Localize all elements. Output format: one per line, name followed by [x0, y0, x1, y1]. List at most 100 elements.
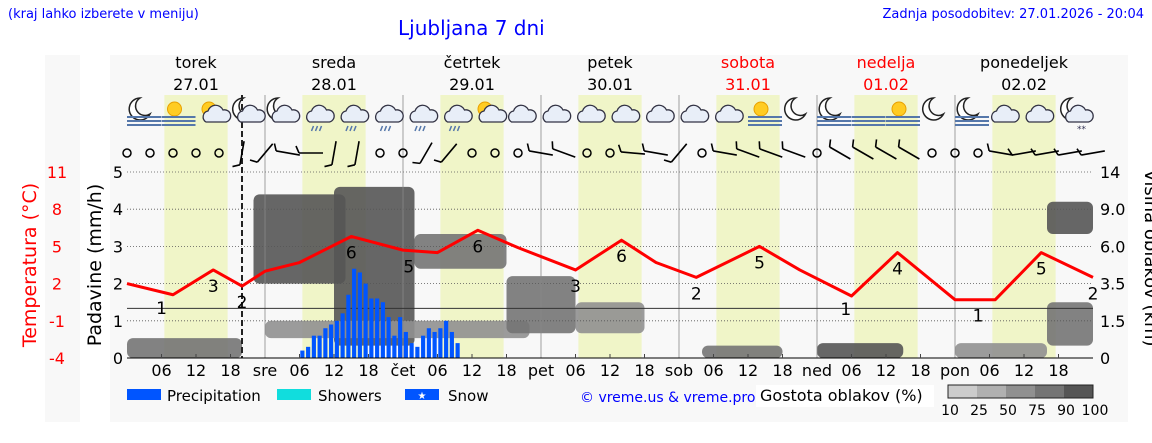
x-tick-hour: 18: [220, 361, 240, 380]
density-swatch: [1064, 385, 1093, 398]
cloud: [1025, 104, 1055, 123]
legend-precip-swatch: [127, 389, 161, 400]
wind-barb-icon: [1053, 148, 1082, 156]
page-title: Ljubljana 7 dni: [398, 16, 545, 40]
moon-icon: [783, 97, 808, 121]
calm-wind-icon: [490, 148, 500, 158]
barb-flag: [232, 164, 241, 168]
precip-bar: [340, 313, 345, 358]
sun-fog-icon: [161, 101, 196, 126]
rain-drop: [379, 125, 384, 132]
precip-tick: 3: [113, 237, 123, 256]
barb-flag: [758, 141, 761, 149]
wind-barb-icon: [551, 141, 576, 158]
rain-drop: [383, 125, 388, 132]
cloud-rain-icon: [409, 104, 439, 132]
barb-flag: [617, 144, 622, 153]
sun: [891, 101, 907, 117]
day-date: 01.02: [863, 75, 909, 94]
wind-barb-icon: [1007, 148, 1036, 156]
wind-barb-icon: [273, 143, 300, 156]
barb-shaft: [331, 141, 337, 165]
precip-tick: 1: [113, 312, 123, 331]
precip-bar: [369, 298, 374, 358]
cloud: [409, 104, 439, 123]
cloud-rain-icon: [340, 104, 370, 132]
precip-bar: [375, 298, 380, 358]
legend-snow-swatch: [405, 389, 439, 400]
cloud-density-patch: [414, 234, 507, 269]
x-tick-hour: 06: [703, 361, 723, 380]
day-name: četrtek: [444, 53, 502, 72]
calm-wind-icon: [191, 148, 201, 158]
wind-barb-icon: [851, 139, 874, 160]
precip-bar: [329, 324, 334, 358]
x-tick-hour: 12: [324, 361, 344, 380]
x-tick-hour: 12: [186, 361, 206, 380]
rain-drop: [422, 125, 426, 132]
x-tick-hour: 12: [876, 361, 896, 380]
legend-showers-label: Showers: [318, 387, 382, 405]
barb-shaft: [1058, 150, 1082, 156]
precip-bar: [444, 320, 449, 358]
barb-shaft: [759, 148, 783, 158]
cloud: [478, 104, 508, 123]
temperature-tick: 5: [52, 237, 62, 256]
calm-wind-icon: [168, 148, 178, 158]
x-tick-hour: 06: [979, 361, 999, 380]
wind-barb-icon: [324, 141, 337, 168]
temperature-label: 5: [1036, 260, 1047, 280]
calm-wind-icon: [950, 148, 960, 158]
precip-bar: [415, 346, 420, 358]
density-swatch: [1035, 385, 1064, 398]
legend-snow-label: Snow: [448, 387, 488, 405]
x-tick-hour: 18: [496, 361, 516, 380]
precip-tick: 2: [113, 275, 123, 294]
cloud: [611, 104, 641, 123]
copyright-link[interactable]: © vreme.us & vreme.pro: [580, 390, 755, 406]
day-date: 29.01: [449, 75, 495, 94]
cloud-density-patch: [1047, 302, 1093, 346]
wind-barb-icon: [433, 143, 458, 163]
barb-flag: [663, 159, 672, 163]
moon-fog-icon: [955, 97, 989, 126]
precip-bar: [334, 320, 339, 358]
barb-flag: [986, 143, 990, 152]
legend: Precipitation Showers ★ Snow © vreme.us …: [127, 384, 1108, 419]
colorbar-frame: [947, 384, 1094, 399]
day-name: ponedeljek: [980, 53, 1069, 72]
barb-flag: [1030, 148, 1036, 156]
cloud: [237, 104, 266, 123]
temperature-label: 2: [1088, 284, 1099, 304]
cloud-icon: [1025, 104, 1055, 123]
precip-tick: 0: [113, 349, 123, 368]
sun: [753, 101, 769, 117]
precip-bar: [386, 317, 391, 358]
menu-hint: (kraj lahko izberete v meniju): [8, 7, 199, 22]
moon-snow-icon: **: [1059, 97, 1094, 135]
moon-fog-icon: [127, 97, 161, 126]
precip-tick: 4: [113, 200, 123, 219]
cloud-density-patch: [817, 343, 904, 358]
barb-shaft: [898, 146, 920, 160]
cloud: [680, 104, 710, 123]
x-tick-hour: 12: [1014, 361, 1034, 380]
calm-wind-icon: [375, 148, 385, 158]
barb-shaft: [419, 142, 433, 164]
wind-barb-icon: [347, 141, 360, 168]
barb-shaft: [239, 141, 245, 165]
barb-flag: [735, 141, 738, 149]
cloud-icon: [508, 104, 537, 123]
wind-barb-icon: [735, 141, 760, 158]
rain-drop: [414, 125, 418, 132]
cloud: [1065, 104, 1094, 123]
x-tick-hour: 12: [462, 361, 482, 380]
cloud-icon: [715, 104, 744, 123]
calm-wind-icon: [582, 148, 592, 158]
precip-bar: [311, 335, 316, 358]
precip-bar: [438, 328, 443, 358]
rain-drop: [310, 125, 315, 132]
wind-barb-icon: [758, 141, 783, 158]
cloud-density-patch: [955, 343, 1047, 358]
barb-shaft: [713, 150, 737, 156]
